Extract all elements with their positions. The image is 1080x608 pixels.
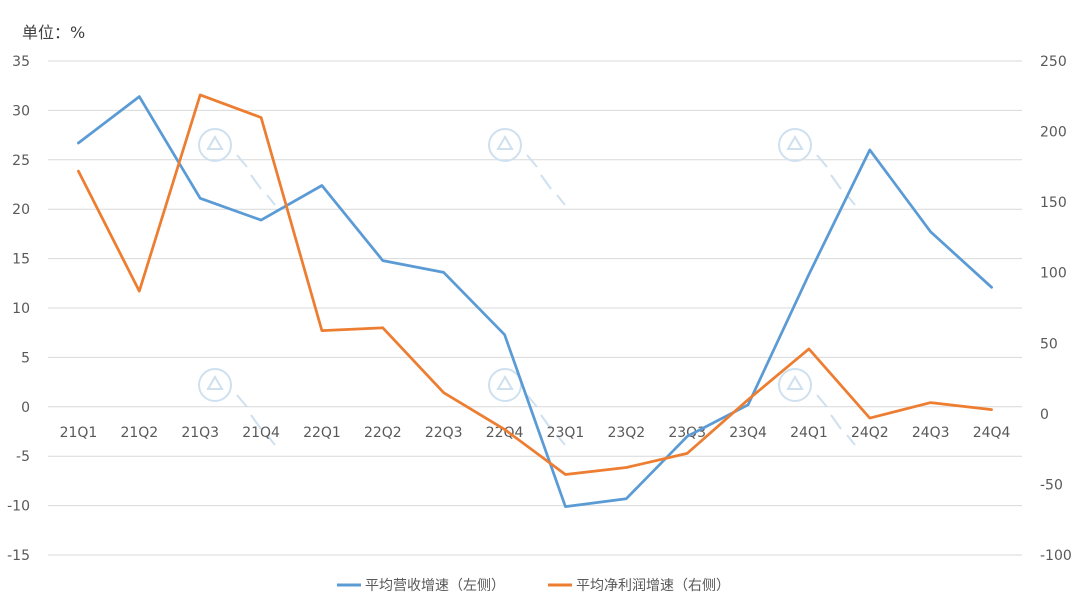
right-tick-label: 0 — [1040, 407, 1049, 423]
left-tick-label: 5 — [21, 350, 30, 366]
x-tick-label: 21Q2 — [120, 425, 158, 441]
left-tick-label: 20 — [12, 202, 30, 218]
legend-label: 平均营收增速（左侧） — [365, 578, 505, 594]
x-tick-label: 22Q1 — [303, 425, 341, 441]
x-axis-ticks: 21Q1 21Q2 21Q3 21Q4 22Q1 22Q2 22Q3 22Q4 23Q1 23Q2… — [60, 425, 1011, 441]
x-tick-label: 23Q2 — [607, 425, 645, 441]
series-lines — [77, 93, 993, 508]
watermark-logo — [198, 128, 276, 206]
profit-growth-line — [77, 93, 993, 476]
revenue-growth-line — [77, 95, 993, 508]
x-tick-label: 22Q3 — [425, 425, 463, 441]
x-tick-label: 23Q1 — [547, 425, 585, 441]
left-axis-ticks: 35 30 25 20 15 10 5 0 -5 -10 -15 — [7, 54, 30, 564]
x-tick-label: 24Q3 — [912, 425, 950, 441]
x-tick-label: 24Q4 — [973, 425, 1011, 441]
right-tick-label: -100 — [1040, 548, 1072, 564]
x-tick-label: 21Q4 — [242, 425, 280, 441]
right-axis-ticks: 250 200 150 100 50 0 -50 -100 — [1040, 54, 1072, 564]
left-tick-label: 0 — [21, 400, 30, 416]
left-tick-label: 25 — [12, 153, 30, 169]
watermark-logo — [198, 368, 276, 446]
x-tick-label: 23Q4 — [729, 425, 767, 441]
legend: 平均营收增速（左侧） 平均净利润增速（右侧） — [337, 578, 730, 594]
legend-label: 平均净利润增速（右侧） — [576, 578, 730, 594]
watermark-logo — [488, 128, 566, 206]
right-tick-label: 250 — [1040, 54, 1067, 70]
right-tick-label: 50 — [1040, 336, 1058, 352]
x-tick-label: 21Q3 — [181, 425, 219, 441]
left-tick-label: -15 — [7, 548, 30, 564]
left-tick-label: 35 — [12, 54, 30, 70]
left-tick-label: 15 — [12, 252, 30, 268]
left-tick-label: -5 — [16, 449, 30, 465]
x-tick-label: 21Q1 — [60, 425, 98, 441]
unit-label: 单位：% — [22, 23, 85, 42]
watermark-logo — [778, 128, 856, 206]
watermark-logo — [778, 368, 856, 446]
right-tick-label: 200 — [1040, 125, 1067, 141]
watermark — [198, 128, 856, 446]
right-tick-label: -50 — [1040, 477, 1063, 493]
x-tick-label: 24Q1 — [790, 425, 828, 441]
gridlines — [48, 60, 1022, 556]
x-tick-label: 24Q2 — [851, 425, 889, 441]
left-tick-label: 10 — [12, 301, 30, 317]
x-tick-label: 22Q2 — [364, 425, 402, 441]
right-tick-label: 100 — [1040, 266, 1067, 282]
right-tick-label: 150 — [1040, 195, 1067, 211]
left-tick-label: -10 — [7, 499, 30, 515]
x-tick-label: 23Q3 — [668, 425, 706, 441]
left-tick-label: 30 — [12, 103, 30, 119]
